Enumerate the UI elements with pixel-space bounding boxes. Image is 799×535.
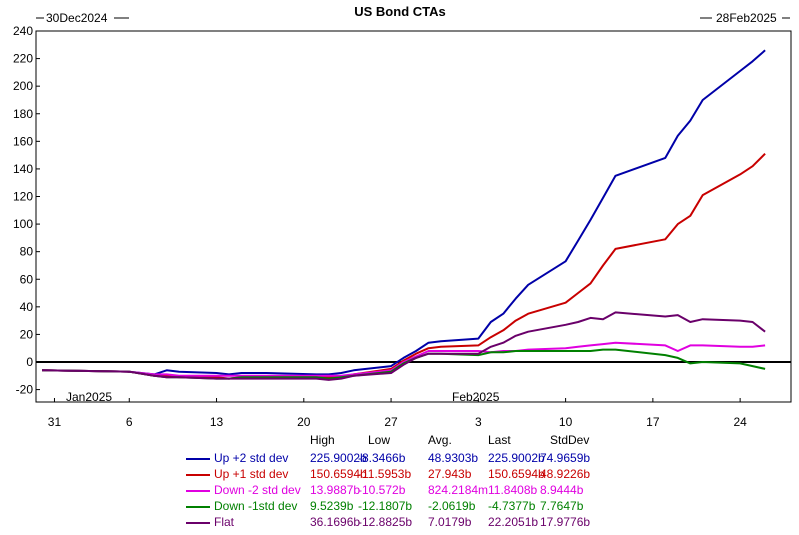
legend-stat-value: 150.6594b [488,467,545,481]
legend-stat-value: 17.9776b [540,515,591,529]
date-range-start: 30Dec2024 [36,11,129,25]
date-end-label: 28Feb2025 [716,11,777,25]
y-tick-label: 80 [20,245,34,259]
series-line-2 [41,341,766,377]
y-tick-label: 40 [20,300,34,314]
legend-stat-value: 225.9002b [310,451,367,465]
x-axis: 31 6 13 20 27 3 10 17 24 Jan2025 Feb2025 [48,390,747,429]
legend-stat-value: -8.3466b [358,451,406,465]
legend-stat-value: 13.9887b [310,483,361,497]
legend-header-avg: Avg. [428,433,452,447]
legend-stat-value: 48.9226b [540,467,591,481]
legend-stat-value: 7.0179b [428,515,472,529]
legend-stat-value: -2.0619b [428,499,476,513]
legend-stat-value: -11.5953b [358,467,412,481]
series-line-4 [41,311,766,381]
legend-stat-value: 36.1696b [310,515,361,529]
legend-stat-value: 22.2051b [488,515,539,529]
y-tick-label: 220 [13,52,33,66]
month-label: Jan2025 [66,390,112,404]
y-tick-label: 140 [13,162,33,176]
y-tick-label: 240 [13,24,33,38]
series-layer [41,49,766,381]
legend-series-name: Up +1 std dev [214,467,289,481]
line-chart: US Bond CTAs 30Dec2024 28Feb2025 -20 0 20 4… [13,4,792,429]
date-range-end: 28Feb2025 [700,11,790,25]
legend-stat-value: 150.6594b [310,467,367,481]
legend-row: Flat 36.1696b -12.8825b 7.0179b 22.2051b 17.9… [186,515,626,531]
month-label: Feb2025 [452,390,500,404]
series-line-0 [41,49,766,376]
x-tick-label: 6 [126,415,133,429]
legend-row: Up +2 std dev 225.9002b -8.3466b 48.9303b 22… [186,451,626,467]
legend-stat-value: 824.2184m [428,483,489,497]
legend-stat-value: -12.1807b [358,499,413,513]
y-tick-label: 180 [13,107,33,121]
y-tick-label: -20 [16,383,34,397]
y-tick-label: 100 [13,217,33,231]
legend-stat-value: 9.5239b [310,499,354,513]
legend-stat-value: 225.9002b [488,451,545,465]
legend-series-name: Up +2 std dev [214,451,289,465]
legend-series-name: Down -2 std dev [214,483,301,497]
legend-header-stddev: StdDev [550,433,590,447]
legend-stat-value: -12.8825b [358,515,413,529]
y-tick-label: 20 [20,327,34,341]
legend-stat-value: -4.7377b [488,499,536,513]
legend-stat-value: -10.572b [358,483,406,497]
y-tick-label: 200 [13,79,33,93]
x-tick-label: 13 [210,415,224,429]
x-tick-label: 17 [646,415,660,429]
legend-stat-value: 48.9303b [428,451,479,465]
legend-row: Up +1 std dev 150.6594b -11.5953b 27.943b 15… [186,467,626,483]
legend-stat-value: 7.7647b [540,499,584,513]
legend-header-high: High [310,433,335,447]
legend-swatch [186,506,210,508]
chart-title: US Bond CTAs [354,4,445,19]
legend-series-name: Flat [214,515,235,529]
legend-swatch [186,490,210,492]
date-start-label: 30Dec2024 [46,11,108,25]
legend-stat-value: 11.8408b [488,483,538,497]
legend-swatch [186,474,210,476]
legend-stat-value: 27.943b [428,467,472,481]
legend-swatch [186,522,210,524]
legend-stat-value: 8.9444b [540,483,584,497]
legend-stat-value: 74.9659b [540,451,591,465]
y-tick-label: 120 [13,190,33,204]
x-tick-label: 31 [48,415,62,429]
legend-row: Down -2 std dev 13.9887b -10.572b 824.2184m… [186,483,626,499]
plot-frame [35,30,792,403]
legend-series-name: Down -1std dev [214,499,298,513]
x-tick-label: 3 [475,415,482,429]
y-tick-label: 60 [20,272,34,286]
x-tick-label: 24 [733,415,747,429]
x-tick-label: 27 [384,415,398,429]
y-tick-label: 160 [13,134,33,148]
legend-header-low: Low [368,433,391,447]
y-tick-label: 0 [26,355,33,369]
legend-swatch [186,458,210,460]
legend-header-last: Last [488,433,511,447]
x-tick-label: 10 [559,415,573,429]
legend-row: Down -1std dev 9.5239b -12.1807b -2.0619b -4… [186,499,626,515]
x-tick-label: 20 [297,415,311,429]
y-axis: -20 0 20 40 60 80 100 120 140 160 180 200 220 240 [13,24,40,397]
